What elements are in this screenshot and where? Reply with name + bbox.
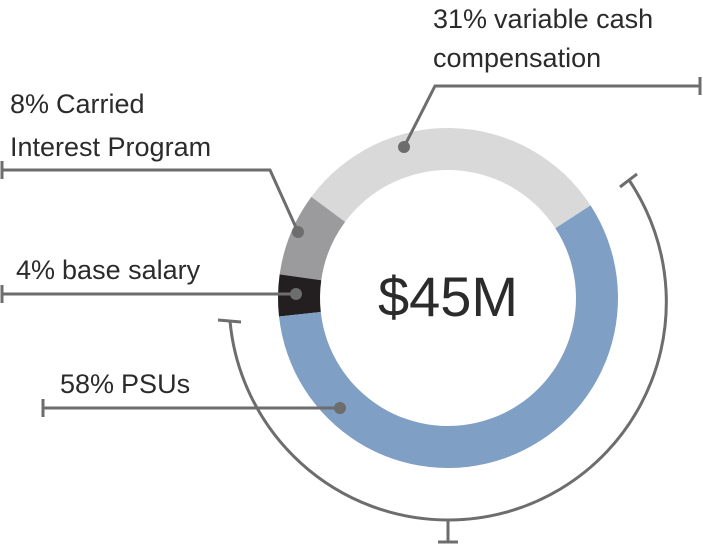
donut-segment <box>279 196 346 281</box>
segment-label: 58% PSUs <box>60 369 190 399</box>
leader-dot <box>290 288 302 300</box>
value-label: 8% <box>10 89 49 119</box>
value-label: 4% <box>16 255 55 285</box>
donut-segment <box>279 205 618 468</box>
bracket-arc <box>228 179 668 522</box>
segment-label: 4% base salary <box>16 255 201 285</box>
donut-segment <box>311 128 591 229</box>
value-label: 58% <box>60 369 114 399</box>
category-label: Interest Program <box>10 132 211 162</box>
leader-dot <box>292 226 304 238</box>
bracket-tick <box>619 172 638 189</box>
category-label: Carried <box>56 89 145 119</box>
segment-label: 8% Carried <box>10 89 145 119</box>
leader-line <box>402 84 700 148</box>
leader-dot <box>398 141 410 153</box>
segment-label: 31% variable cash <box>433 4 653 34</box>
leader-line <box>2 168 300 233</box>
category-label: compensation <box>433 43 601 73</box>
category-label: PSUs <box>121 369 190 399</box>
category-label: variable cash <box>494 4 653 34</box>
leader-dot <box>334 402 346 414</box>
donut <box>278 128 618 468</box>
category-label: base salary <box>62 255 201 285</box>
leaders <box>0 77 702 544</box>
center-label: $45M <box>378 265 518 328</box>
bracket-tick <box>217 318 242 324</box>
value-label: 31% <box>433 4 487 34</box>
